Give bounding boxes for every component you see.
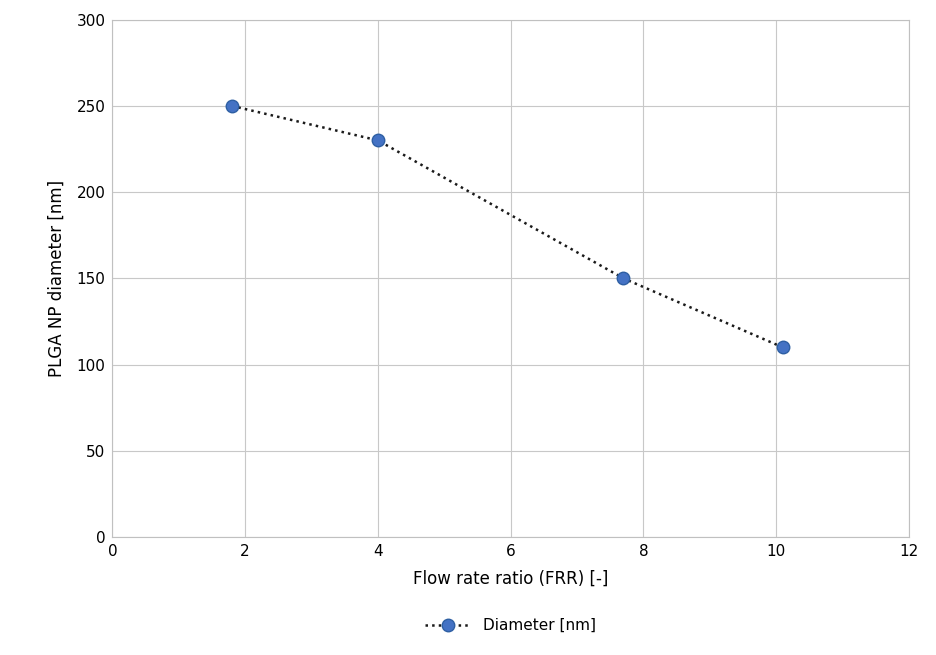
X-axis label: Flow rate ratio (FRR) [-]: Flow rate ratio (FRR) [-]	[413, 570, 607, 588]
Y-axis label: PLGA NP diameter [nm]: PLGA NP diameter [nm]	[48, 180, 66, 377]
Legend: Diameter [nm]: Diameter [nm]	[418, 612, 602, 639]
